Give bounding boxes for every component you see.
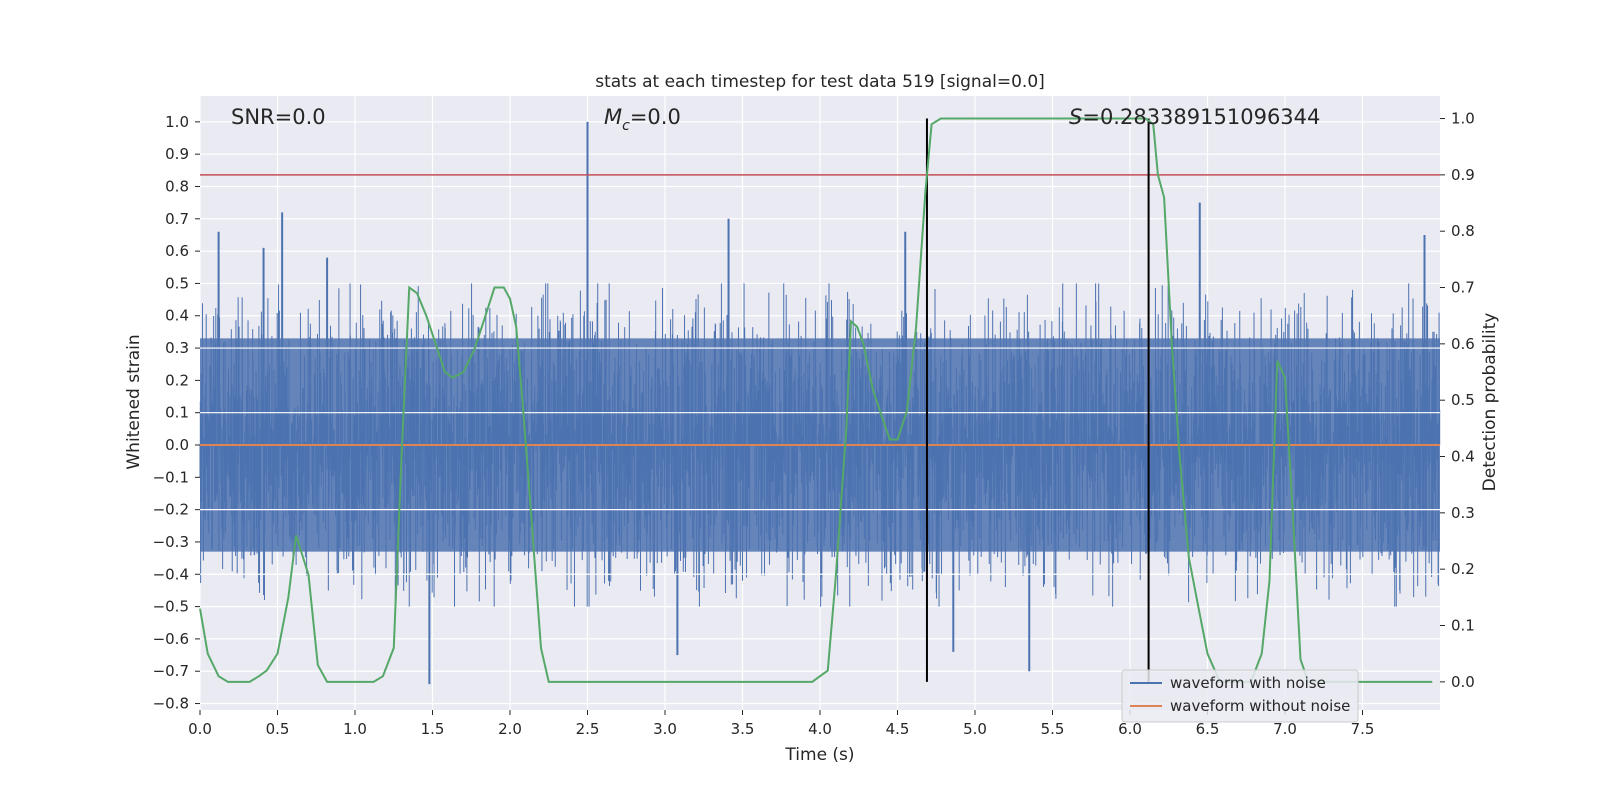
chirp-mass-symbol: M — [604, 105, 622, 129]
y-right-tick-label: 0.9 — [1451, 166, 1475, 184]
legend-label-clean: waveform without noise — [1170, 697, 1350, 715]
y-left-tick-label: −0.1 — [153, 468, 189, 486]
probability-line — [199, 117, 1433, 683]
x-tick-label: 2.5 — [576, 720, 600, 738]
chart-title: stats at each timestep for test data 519… — [595, 72, 1045, 92]
y-right-tick-label: 0.4 — [1451, 448, 1475, 466]
x-tick-label: 6.5 — [1196, 720, 1220, 738]
y-right-tick-label: 0.6 — [1451, 335, 1475, 353]
probability-curve — [199, 117, 1433, 683]
x-tick-label: 4.0 — [808, 720, 832, 738]
x-tick-label: 4.5 — [886, 720, 910, 738]
x-tick-label: 2.0 — [498, 720, 522, 738]
chirp-mass-value: =0.0 — [630, 105, 681, 129]
y-left-tick-label: −0.7 — [153, 662, 189, 680]
x-axis-ticks: 0.0 0.5 1.0 1.5 2.0 2.5 3.0 3.5 4.0 4.5 5.0 5.5 6.0 6… — [188, 710, 1374, 738]
x-tick-label: 1.0 — [343, 720, 367, 738]
y-right-axis-ticks: 1.0 0.9 0.8 0.7 0.6 0.5 0.4 0.3 0.2 0.1 0.0 — [1440, 110, 1475, 691]
x-tick-label: 7.5 — [1351, 720, 1375, 738]
y-left-tick-label: −0.3 — [153, 533, 189, 551]
x-tick-label: 0.0 — [188, 720, 212, 738]
y-axis-label-right: Detection probability — [1480, 313, 1500, 492]
y-right-tick-label: 0.3 — [1451, 504, 1475, 522]
y-left-tick-label: −0.8 — [153, 695, 189, 713]
score-annotation: S=0.283389151096344 — [1069, 105, 1320, 129]
score-symbol: S — [1069, 105, 1082, 129]
x-axis-label: Time (s) — [784, 745, 854, 765]
y-left-tick-label: 0.5 — [165, 274, 189, 292]
x-tick-label: 5.5 — [1041, 720, 1065, 738]
y-right-tick-label: 0.5 — [1451, 391, 1475, 409]
legend: waveform with noise waveform without noi… — [1121, 669, 1359, 723]
y-right-tick-label: 0.0 — [1451, 673, 1475, 691]
y-left-tick-label: 0.7 — [165, 210, 189, 228]
y-left-tick-label: 0.6 — [165, 242, 189, 260]
y-left-tick-label: −0.6 — [153, 630, 189, 648]
y-right-tick-label: 1.0 — [1451, 110, 1475, 128]
y-left-axis-ticks: 1.0 0.9 0.8 0.7 0.6 0.5 0.4 0.3 0.2 0.1 0.0 −0.1 −0.… — [153, 113, 200, 713]
y-left-tick-label: 0.4 — [165, 307, 189, 325]
y-left-tick-label: −0.2 — [153, 501, 189, 519]
x-tick-label: 7.0 — [1273, 720, 1297, 738]
x-tick-label: 1.5 — [421, 720, 445, 738]
legend-label-noise: waveform with noise — [1170, 674, 1326, 692]
y-left-tick-label: −0.5 — [153, 598, 189, 616]
y-left-tick-label: 0.9 — [165, 145, 189, 163]
y-right-tick-label: 0.2 — [1451, 560, 1475, 578]
y-right-tick-label: 0.8 — [1451, 222, 1475, 240]
x-tick-label: 3.5 — [731, 720, 755, 738]
score-value: =0.283389151096344 — [1082, 105, 1320, 129]
legend-box — [1121, 669, 1359, 723]
y-left-tick-label: −0.4 — [153, 565, 189, 583]
y-left-tick-label: 0.0 — [165, 436, 189, 454]
x-tick-label: 6.0 — [1118, 720, 1142, 738]
y-right-tick-label: 0.7 — [1451, 279, 1475, 297]
y-right-tick-label: 0.1 — [1451, 617, 1475, 635]
y-axis-label-left: Whitened strain — [124, 334, 144, 469]
snr-annotation: SNR=0.0 — [231, 105, 326, 129]
y-left-tick-label: 0.1 — [165, 404, 189, 422]
y-left-tick-label: 1.0 — [165, 113, 189, 131]
y-left-tick-label: 0.2 — [165, 371, 189, 389]
x-tick-label: 3.0 — [653, 720, 677, 738]
y-left-tick-label: 0.8 — [165, 177, 189, 195]
x-tick-label: 5.0 — [963, 720, 987, 738]
chirp-mass-annotation: Mc=0.0 — [604, 105, 681, 134]
chirp-mass-subscript: c — [622, 118, 630, 134]
x-tick-label: 0.5 — [266, 720, 290, 738]
y-left-tick-label: 0.3 — [165, 339, 189, 357]
